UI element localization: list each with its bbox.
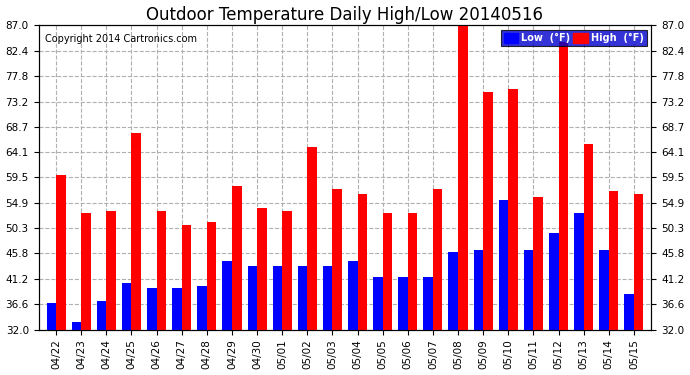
Bar (558, 42, 568, 330)
Bar (373, 277, 383, 330)
Bar (81, 213, 91, 330)
Bar (248, 266, 257, 330)
Bar (147, 288, 157, 330)
Bar (458, 25, 468, 330)
Bar (56, 175, 66, 330)
Bar (609, 191, 618, 330)
Bar (122, 283, 132, 330)
Bar (599, 249, 609, 330)
Bar (72, 321, 81, 330)
Bar (357, 194, 367, 330)
Bar (46, 303, 56, 330)
Bar (157, 211, 166, 330)
Bar (282, 211, 292, 330)
Bar (634, 194, 644, 330)
Bar (323, 266, 333, 330)
Bar (524, 249, 533, 330)
Bar (624, 294, 634, 330)
Bar (383, 213, 392, 330)
Bar (207, 222, 217, 330)
Bar (509, 89, 518, 330)
Bar (333, 189, 342, 330)
Bar (408, 213, 417, 330)
Bar (257, 208, 266, 330)
Bar (273, 266, 282, 330)
Bar (533, 197, 543, 330)
Bar (222, 261, 232, 330)
Bar (232, 186, 241, 330)
Bar (97, 301, 106, 330)
Title: Outdoor Temperature Daily High/Low 20140516: Outdoor Temperature Daily High/Low 20140… (146, 6, 544, 24)
Bar (348, 261, 357, 330)
Bar (448, 252, 458, 330)
Bar (398, 277, 408, 330)
Bar (433, 189, 442, 330)
Bar (584, 144, 593, 330)
Bar (424, 277, 433, 330)
Bar (483, 92, 493, 330)
Bar (106, 211, 116, 330)
Text: Copyright 2014 Cartronics.com: Copyright 2014 Cartronics.com (45, 34, 197, 44)
Bar (132, 133, 141, 330)
Bar (574, 213, 584, 330)
Bar (181, 225, 191, 330)
Bar (549, 233, 558, 330)
Bar (298, 266, 307, 330)
Bar (473, 249, 483, 330)
Bar (172, 288, 181, 330)
Legend: Low  (°F), High  (°F): Low (°F), High (°F) (501, 30, 647, 46)
Bar (197, 285, 207, 330)
Bar (307, 147, 317, 330)
Bar (499, 200, 509, 330)
